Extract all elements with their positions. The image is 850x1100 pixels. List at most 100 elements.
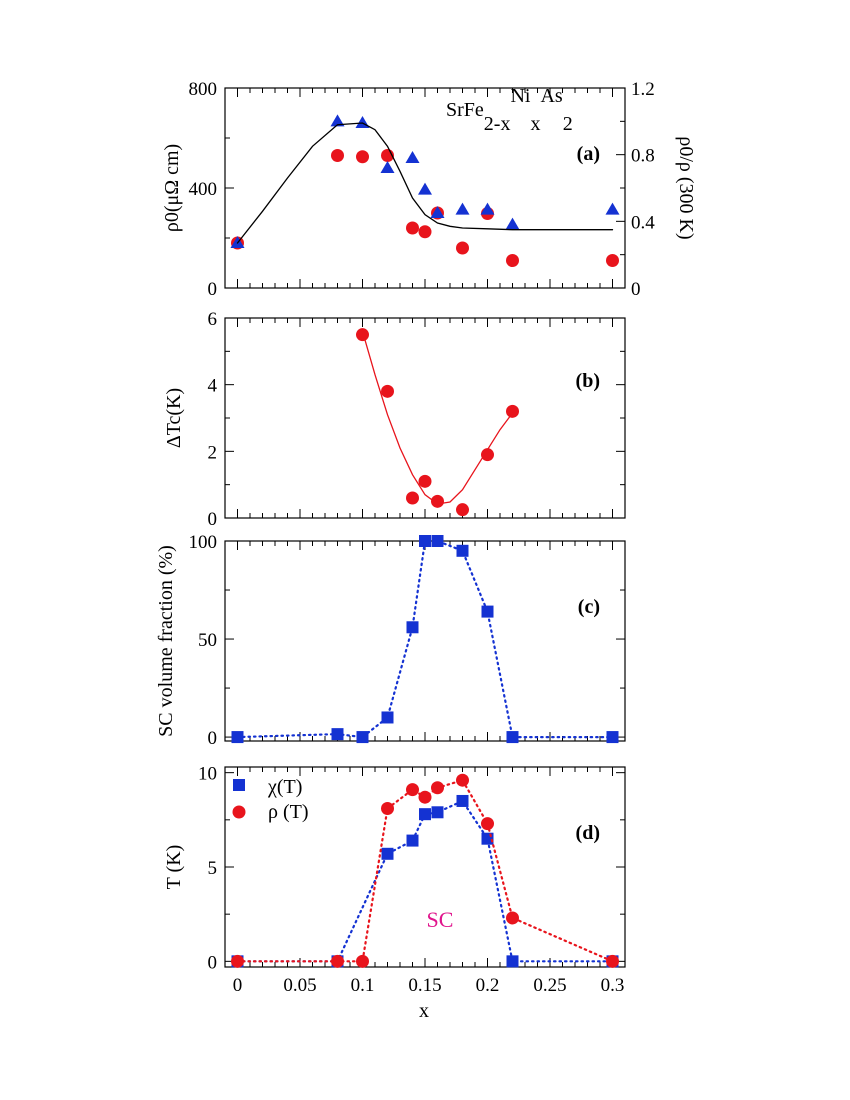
- panel-label: (b): [576, 370, 600, 392]
- data-point-triangle: [480, 202, 495, 215]
- y-tick-label: 0: [208, 952, 218, 973]
- data-point-circle: [356, 328, 369, 342]
- series--0-300-k-: [230, 114, 620, 248]
- series-line: [236, 122, 614, 244]
- data-point-triangle: [330, 114, 345, 127]
- panel-a: 0 400 800 0 0.4 0.8 1.2 ρ0(μΩ cm) ρ0/ρ (300 K) (a…: [161, 79, 697, 300]
- data-point-circle: [231, 954, 244, 968]
- panel-label: (c): [578, 596, 600, 618]
- series-line: [361, 330, 514, 505]
- y-tick-label: 100: [189, 532, 218, 553]
- y-right-tick-label: 0.4: [631, 212, 655, 233]
- data-point-square: [481, 605, 494, 618]
- data-point-triangle: [605, 202, 620, 215]
- data-point-square: [381, 711, 394, 724]
- legend-marker-circle: [232, 805, 246, 819]
- data-point-square: [356, 731, 369, 744]
- y-tick-label: 5: [208, 858, 218, 879]
- data-point-circle: [331, 954, 344, 968]
- formula-part: SrFe: [446, 99, 484, 121]
- data-point-circle: [356, 954, 369, 968]
- legend-label: ρ (T): [268, 801, 309, 823]
- series-line: [236, 799, 614, 963]
- y-ticks: [225, 87, 625, 289]
- y-axis-title: T (K): [163, 845, 185, 890]
- data-point-circle: [418, 225, 432, 239]
- y-ticks: [225, 317, 625, 519]
- formula-part: Ni: [510, 85, 530, 107]
- data-point-triangle: [430, 206, 445, 218]
- x-axis-title: x: [419, 1000, 429, 1022]
- x-tick-label: 0.15: [408, 975, 441, 996]
- data-point-square: [456, 794, 469, 807]
- data-point-circle: [331, 149, 344, 162]
- data-point-triangle: [418, 182, 432, 195]
- panel-d: 0 5 10 T (K) (d) χ(T) ρ (T) SC: [163, 764, 626, 973]
- x-ticks: [237, 767, 613, 967]
- legend-label: χ(T): [267, 776, 302, 798]
- data-point-circle: [506, 404, 519, 418]
- y-tick-label: 50: [198, 630, 217, 651]
- y-right-tick-label: 0: [631, 279, 641, 300]
- y-axis-title: ΔTc(K): [163, 388, 185, 448]
- data-point-square: [419, 808, 431, 821]
- y-right-tick-label: 0.8: [631, 146, 655, 167]
- data-point-circle: [356, 150, 369, 164]
- y-tick-label: 800: [189, 79, 218, 100]
- panel-b: 0 2 4 6 ΔTc(K) (b): [163, 309, 626, 530]
- x-ticks: [237, 541, 613, 741]
- legend: χ(T) ρ (T): [232, 776, 309, 823]
- x-axis-tick-labels: 0 0.05 0.1 0.15 0.2 0.25 0.3: [233, 975, 625, 996]
- x-tick-label: 0.2: [476, 975, 500, 996]
- y-right-tick-label: 1.2: [631, 79, 655, 100]
- sc-annotation: SC: [427, 907, 454, 932]
- series--t-: [231, 773, 619, 968]
- panel-label: (d): [576, 822, 600, 844]
- data-point-circle: [406, 491, 419, 505]
- data-point-circle: [406, 221, 419, 235]
- x-ticks: [237, 318, 613, 518]
- data-point-circle: [506, 911, 519, 925]
- data-point-square: [506, 955, 519, 968]
- data-point-square: [456, 544, 469, 557]
- y-tick-label: 400: [189, 179, 218, 200]
- data-point-circle: [431, 781, 444, 795]
- data-point-circle: [418, 474, 432, 488]
- y-axis-title: ρ0(μΩ cm): [161, 144, 183, 232]
- data-point-triangle: [455, 202, 470, 215]
- y-right-axis-title: ρ0/ρ (300 K): [675, 136, 697, 239]
- data-point-square: [481, 832, 494, 845]
- legend-marker-square: [233, 779, 245, 791]
- data-point-circle: [606, 954, 619, 968]
- y-tick-label: 2: [208, 442, 218, 463]
- data-point-triangle: [405, 151, 420, 163]
- series--0: [231, 149, 619, 267]
- data-point-square: [331, 728, 344, 741]
- y-tick-label: 0: [208, 728, 218, 749]
- formula-part: As: [540, 85, 562, 107]
- data-point-square: [431, 535, 444, 547]
- plot-frame: [224, 317, 626, 519]
- data-point-triangle: [505, 217, 520, 230]
- y-tick-label: 6: [208, 309, 218, 330]
- x-tick-label: 0.1: [351, 975, 375, 996]
- x-tick-label: 0.3: [601, 975, 625, 996]
- data-point-circle: [406, 783, 419, 797]
- panel-c: 0 50 100 SC volume fraction (%) (c): [155, 532, 626, 749]
- x-ticks: [237, 88, 613, 288]
- data-point-circle: [456, 503, 469, 517]
- y-tick-label: 0: [208, 509, 218, 530]
- x-tick-label: 0: [233, 975, 243, 996]
- y-tick-label: 0: [208, 279, 218, 300]
- series--tc: [356, 328, 519, 517]
- data-point-square: [419, 535, 431, 547]
- data-point-circle: [381, 384, 394, 398]
- series-sc-volume-fraction: [231, 535, 619, 744]
- data-point-circle: [506, 254, 519, 267]
- data-point-circle: [418, 790, 432, 804]
- data-point-square: [231, 731, 244, 744]
- x-tick-label: 0.05: [283, 975, 316, 996]
- data-point-circle: [381, 802, 394, 816]
